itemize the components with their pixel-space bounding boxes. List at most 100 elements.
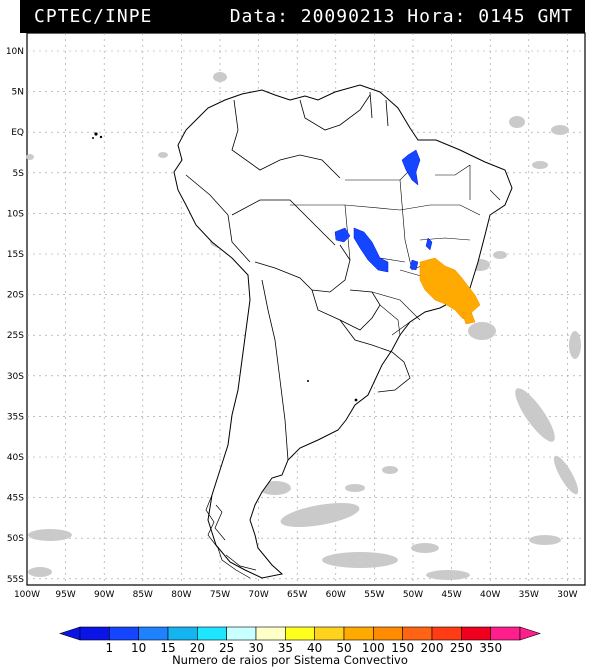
legend-value: 40 bbox=[307, 641, 322, 655]
legend-swatch bbox=[402, 626, 433, 641]
cloud-patch bbox=[551, 125, 569, 135]
legend-swatch bbox=[431, 626, 462, 641]
border-guiana bbox=[299, 94, 371, 131]
blue-system-east-1 bbox=[425, 237, 433, 251]
legend-value: 250 bbox=[450, 641, 473, 655]
longitude-label: 65W bbox=[287, 590, 307, 600]
legend-value: 1 bbox=[106, 641, 114, 655]
blue-system-central-1 bbox=[334, 227, 351, 243]
cloud-patch bbox=[158, 152, 168, 158]
legend-swatch bbox=[490, 626, 521, 641]
longitude-label: 35W bbox=[519, 590, 539, 600]
latitude-label: 55S bbox=[7, 575, 24, 585]
header-organization: CPTEC/INPE bbox=[34, 6, 153, 27]
legend-value: 30 bbox=[248, 641, 263, 655]
orange-system-coastal bbox=[461, 311, 476, 325]
border-chile-argentina bbox=[261, 279, 289, 461]
cloud-patch bbox=[322, 552, 398, 568]
longitude-label: 80W bbox=[171, 590, 191, 600]
cloud-patch bbox=[468, 322, 496, 340]
legend-arrow-left bbox=[59, 626, 81, 641]
latitude-label: 10N bbox=[6, 47, 24, 57]
latitude-label: 20S bbox=[7, 291, 24, 301]
border-ecuador-peru bbox=[185, 174, 251, 263]
latitude-label: 15S bbox=[7, 250, 24, 260]
latitude-label: 35S bbox=[7, 412, 24, 422]
legend-value: 50 bbox=[336, 641, 351, 655]
cloud-patch bbox=[493, 251, 507, 259]
legend-value: 35 bbox=[278, 641, 293, 655]
cloud-patch bbox=[426, 570, 470, 580]
latitude-label: 10S bbox=[7, 209, 24, 219]
latitude-label: 50S bbox=[7, 534, 24, 544]
border-paraguay bbox=[311, 289, 381, 331]
longitude-label: 60W bbox=[326, 590, 346, 600]
cloud-patch bbox=[553, 455, 579, 495]
longitude-label: 70W bbox=[248, 590, 268, 600]
legend-value: 200 bbox=[421, 641, 444, 655]
blue-system-amazon-north bbox=[401, 149, 421, 186]
latitude-label: 25S bbox=[7, 331, 24, 341]
longitude-label: 30W bbox=[557, 590, 577, 600]
legend-arrow-right bbox=[519, 626, 541, 641]
chile-fjords bbox=[205, 494, 257, 579]
border-french-guiana bbox=[385, 99, 389, 127]
legend-swatch bbox=[373, 626, 403, 641]
longitude-label: 45W bbox=[441, 590, 461, 600]
cloud-patch bbox=[280, 502, 360, 528]
legend-value: 20 bbox=[190, 641, 205, 655]
cloud-patch bbox=[532, 161, 548, 169]
legend-swatch bbox=[167, 626, 198, 641]
cloud-patch bbox=[569, 331, 581, 359]
legend-swatch bbox=[79, 626, 110, 641]
longitude-label: 85W bbox=[133, 590, 153, 600]
legend-swatch bbox=[343, 626, 374, 641]
orange-system-southeast bbox=[419, 257, 481, 323]
legend-caption: Numero de raios por Sistema Convectivo bbox=[172, 653, 408, 667]
legend-value: 15 bbox=[160, 641, 175, 655]
longitude-label: 50W bbox=[403, 590, 423, 600]
legend-value: 150 bbox=[391, 641, 414, 655]
legend-swatch bbox=[461, 626, 491, 641]
cloud-patch bbox=[345, 484, 365, 492]
latitude-label: 30S bbox=[7, 372, 24, 382]
border-uruguay bbox=[371, 344, 411, 393]
legend-swatch bbox=[255, 626, 286, 641]
latitude-label: EQ bbox=[11, 128, 24, 138]
longitude-label: 55W bbox=[364, 590, 384, 600]
latitude-label: 40S bbox=[7, 453, 24, 463]
longitude-label: 90W bbox=[94, 590, 114, 600]
longitude-label: 100W bbox=[14, 590, 40, 600]
legend-swatch bbox=[285, 626, 315, 641]
cloud-patch bbox=[28, 529, 72, 541]
header-datetime: Data: 20090213 Hora: 0145 GMT bbox=[229, 6, 573, 27]
cloud-patch bbox=[515, 388, 555, 442]
longitude-label: 40W bbox=[480, 590, 500, 600]
islands bbox=[92, 132, 358, 402]
legend-swatch bbox=[109, 626, 139, 641]
lightning-legend: 1 10 15 20 25 30 35 40 50 100 150 200 250 350 bbox=[59, 626, 541, 655]
longitude-labels: 100W 95W 90W 85W 80W 75W 70W 65W 60W 55W 50W 45W 40W… bbox=[14, 590, 578, 600]
cloud-patch bbox=[529, 535, 561, 545]
border-bolivia bbox=[254, 244, 351, 293]
legend-value: 100 bbox=[362, 641, 385, 655]
border-colombia-venezuela bbox=[231, 99, 341, 179]
map-header: CPTEC/INPE Data: 20090213 Hora: 0145 GMT bbox=[20, 0, 585, 33]
cloud-patch bbox=[28, 567, 52, 577]
cloud-patch bbox=[213, 72, 227, 82]
border-suriname bbox=[369, 91, 373, 119]
cloud-patch bbox=[382, 466, 398, 474]
border-argentina-brazil bbox=[339, 319, 373, 346]
latitude-labels: 10N 5N EQ 5S 10S 15S 20S 25S 30S 35S 40S 45S 50S 55S bbox=[6, 47, 24, 585]
legend-swatch bbox=[138, 626, 169, 641]
latitude-label: 45S bbox=[7, 494, 24, 504]
latitude-label: 5N bbox=[12, 88, 24, 98]
legend-swatch bbox=[314, 626, 345, 641]
legend-value: 25 bbox=[219, 641, 234, 655]
longitude-label: 95W bbox=[55, 590, 75, 600]
legend-swatch bbox=[226, 626, 257, 641]
cloud-patch bbox=[509, 116, 525, 128]
south-america-coastline bbox=[173, 84, 513, 579]
blue-system-east-2 bbox=[409, 259, 419, 271]
